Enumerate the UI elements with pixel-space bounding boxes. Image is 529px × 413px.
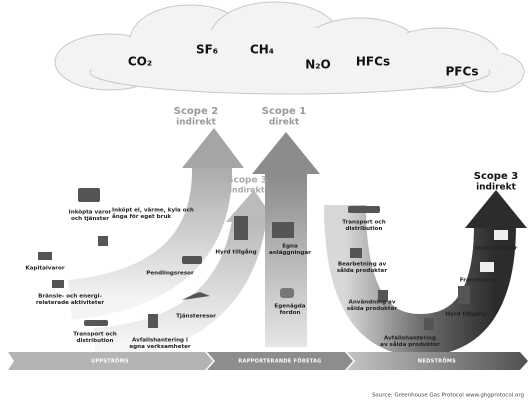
company-label: anläggningar	[269, 250, 311, 256]
bar-label: RAPPORTERANDE FÖRETAG	[238, 358, 321, 365]
downstream-label: Hyrd tillgång	[445, 311, 486, 318]
gas-label: PFCs	[446, 65, 479, 79]
downstream-label: Bearbetning av	[338, 262, 387, 268]
scope-title: Scope 3	[474, 171, 518, 182]
upstream-label: och tjänster	[71, 216, 109, 222]
upstream-label: Tjänsteresor	[176, 314, 216, 320]
upstream-label: Pendlingsresor	[146, 271, 194, 277]
scope-subtitle: direkt	[269, 118, 300, 128]
company-label: Egenägda	[274, 304, 305, 310]
upstream-label: distribution	[76, 338, 113, 344]
gas-label: CO₂	[128, 55, 152, 69]
bar-label: NEDSTRÖMS	[418, 358, 456, 365]
company-label: fordon	[280, 310, 301, 316]
scope-subtitle: indirekt	[176, 118, 217, 128]
company-label: Egna	[282, 244, 298, 250]
diagram: CO₂SF₆CH₄N₂OHFCsPFCsScope 2indirektScope…	[0, 0, 529, 409]
scope-title: Scope 1	[262, 106, 306, 117]
upstream-label: Inköpt el, värme, kyla och	[112, 208, 194, 214]
upstream-label: Kapitalvaror	[25, 266, 64, 272]
downstream-label: Franchising	[460, 278, 496, 284]
gas-label: SF₆	[196, 43, 218, 57]
gas-label: HFCs	[356, 55, 390, 69]
source: Source: Greenhouse Gas Protocol www.ghgp…	[372, 393, 524, 399]
scope3-down-head	[465, 190, 527, 228]
upstream-label: Avfallshantering i	[132, 338, 188, 344]
upstream-label: Transport och	[73, 332, 116, 338]
scope-title: Scope 2	[174, 106, 218, 117]
upstream-label: Hyrd tillgång	[215, 249, 256, 256]
scope2-head	[182, 128, 244, 168]
downstream-label: Användning av	[349, 300, 396, 306]
downstream-label: Investeringar	[475, 246, 518, 252]
downstream-label: Transport och	[342, 220, 385, 226]
downstream-label: distribution	[345, 226, 382, 232]
gas-label: N₂O	[305, 58, 331, 72]
scope2-arrow	[70, 165, 212, 300]
upstream-label: ånga för eget bruk	[112, 213, 171, 220]
downstream-label: sålda produkter	[347, 305, 398, 312]
upstream-label: Inköpta varor	[69, 210, 112, 216]
upstream-label: Bränsle- och energi-	[38, 294, 102, 300]
scope-subtitle: indirekt	[229, 186, 265, 195]
scope1-arrow	[265, 172, 307, 347]
downstream-label: Avfallshantering	[384, 336, 436, 342]
gas-label: CH₄	[250, 43, 274, 57]
scope-subtitle: indirekt	[476, 183, 517, 193]
bar-label: UPPSTRÖMS	[91, 358, 129, 365]
upstream-label: egna verksamheter	[129, 344, 191, 350]
scope-title: Scope 3	[227, 176, 267, 186]
upstream-label: relaterade aktiviteter	[36, 300, 105, 306]
downstream-label: av sålda produkter	[380, 341, 440, 348]
scope1-head	[252, 132, 320, 174]
downstream-label: sålda produkter	[337, 267, 388, 274]
